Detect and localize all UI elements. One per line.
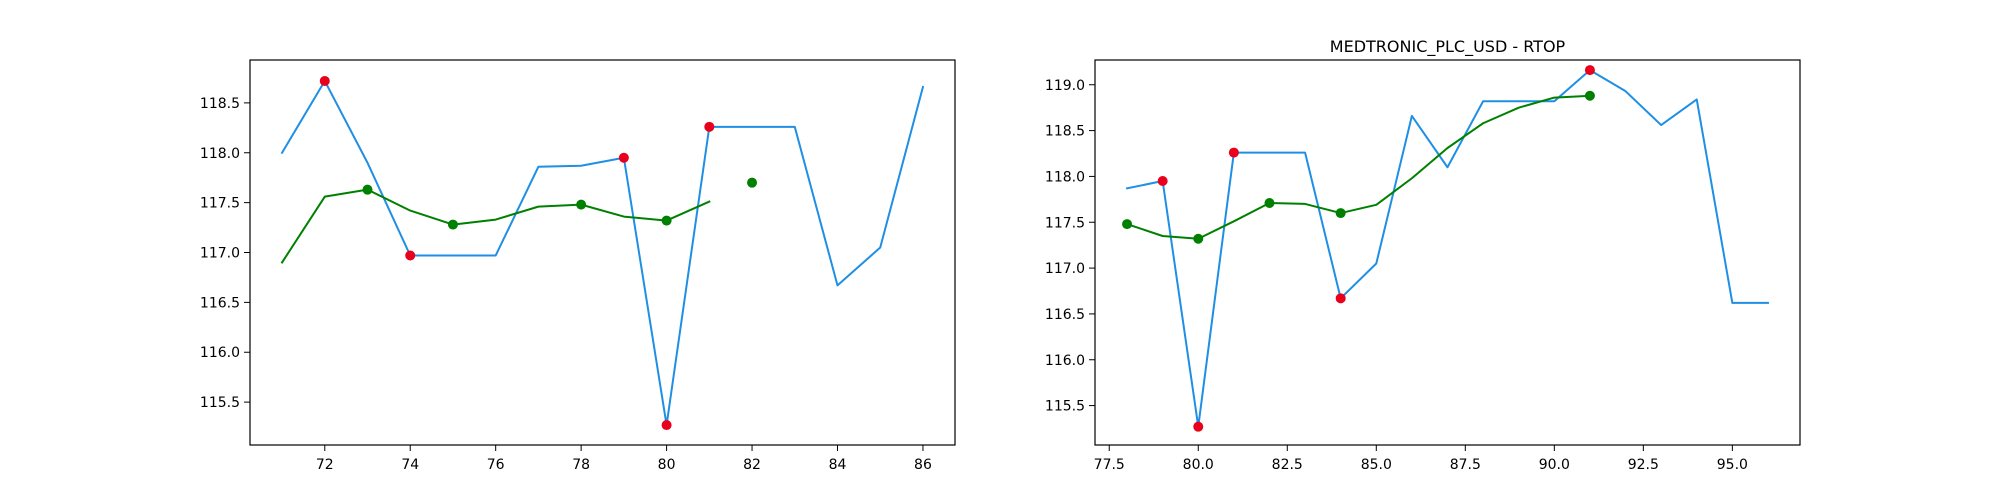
y-tick-label-1-3: 117.0 [1045, 261, 1085, 277]
y-tick-label-1-0: 115.5 [1045, 399, 1085, 415]
x-tick-label-0-7: 86 [914, 457, 932, 473]
x-tick-label-0-2: 76 [487, 457, 505, 473]
x-tick-label-1-6: 92.5 [1628, 457, 1659, 473]
y-tick-label-0-0: 115.5 [200, 395, 240, 411]
scatter-point-1-3-3 [1335, 208, 1346, 219]
scatter-point-1-2-1 [1193, 421, 1204, 432]
scatter-point-1-2-3 [1335, 293, 1346, 304]
y-tick-label-1-5: 118.0 [1045, 169, 1085, 185]
y-tick-label-1-2: 116.5 [1045, 307, 1085, 323]
x-tick-label-0-0: 72 [316, 457, 334, 473]
scatter-point-1-2-4 [1584, 65, 1595, 76]
scatter-point-0-2-0 [319, 75, 330, 86]
scatter-point-1-3-2 [1264, 198, 1275, 208]
scatter-point-1-2-2 [1228, 147, 1239, 158]
y-tick-label-1-7: 119.0 [1045, 78, 1085, 94]
scatter-point-0-2-2 [618, 152, 629, 163]
scatter-point-1-2-0 [1157, 176, 1168, 186]
x-tick-label-1-0: 77.5 [1094, 457, 1125, 473]
y-tick-label-1-6: 118.5 [1045, 124, 1085, 140]
scatter-point-0-3-2 [576, 199, 587, 210]
y-tick-label-0-5: 118.0 [200, 146, 240, 162]
x-tick-label-1-2: 82.5 [1272, 457, 1303, 473]
x-tick-label-0-6: 84 [829, 457, 847, 473]
x-tick-label-1-4: 87.5 [1450, 457, 1481, 473]
y-tick-label-0-1: 116.0 [200, 345, 240, 361]
x-tick-label-1-3: 85.0 [1361, 457, 1392, 473]
x-tick-label-1-1: 80.0 [1183, 457, 1214, 473]
x-tick-label-0-3: 78 [572, 457, 590, 473]
y-tick-label-0-2: 116.5 [200, 295, 240, 311]
scatter-point-1-3-0 [1122, 219, 1133, 230]
y-tick-label-1-1: 116.0 [1045, 353, 1085, 369]
scatter-point-0-3-3 [661, 215, 672, 226]
x-tick-label-1-5: 90.0 [1539, 457, 1570, 473]
axes-frame-1 [1094, 59, 1801, 446]
scatter-point-1-3-1 [1193, 233, 1204, 244]
series-line-0-0 [280, 79, 925, 427]
right-chart: 77.5 80.0 82.5 85.0 87.5 90.0 92.5 95.0 115.5 116… [1045, 37, 1801, 473]
y-tick-label-0-4: 117.5 [200, 196, 240, 212]
scatter-point-0-2-4 [704, 121, 715, 132]
series-line-0-1 [280, 188, 711, 264]
left-chart: 72 74 76 78 80 82 84 86 115.5 116.0 116.5 117.0 117.… [200, 59, 956, 473]
x-tick-label-0-4: 80 [658, 457, 676, 473]
series-line-1-1 [1125, 94, 1591, 240]
scatter-point-0-2-3 [661, 420, 672, 431]
scatter-point-1-3-4 [1584, 90, 1595, 101]
y-tick-label-1-4: 117.5 [1045, 215, 1085, 231]
scatter-point-0-2-1 [405, 250, 416, 261]
x-tick-label-0-1: 74 [401, 457, 419, 473]
chart-title-1: MEDTRONIC_PLC_USD - RTOP [1330, 37, 1566, 57]
x-tick-label-0-5: 82 [743, 457, 761, 473]
scatter-point-0-3-0 [362, 184, 373, 195]
scatter-point-0-3-1 [447, 219, 458, 230]
scatter-point-0-3-4 [747, 177, 758, 188]
y-tick-label-0-6: 118.5 [200, 96, 240, 112]
x-tick-label-1-7: 95.0 [1717, 457, 1748, 473]
y-tick-label-0-3: 117.0 [200, 246, 240, 262]
